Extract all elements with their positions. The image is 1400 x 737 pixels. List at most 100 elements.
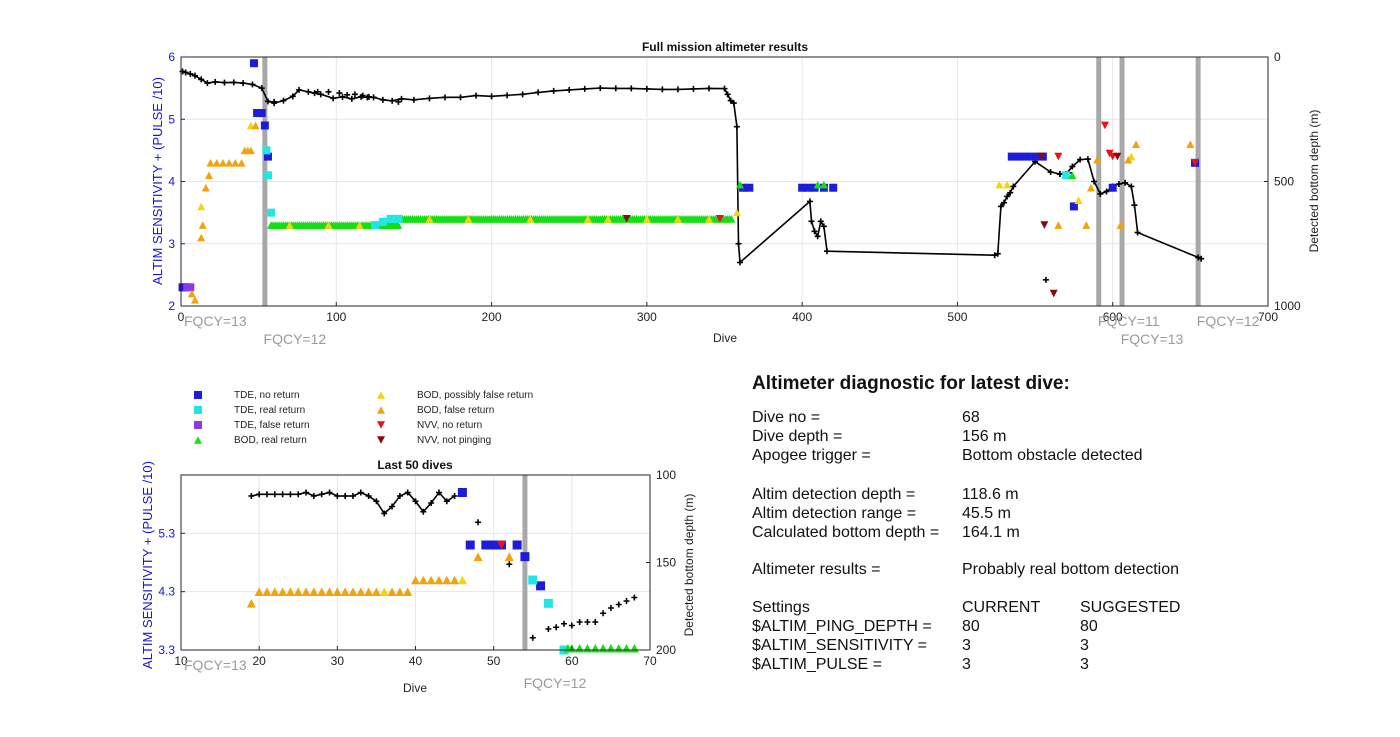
bod-false-marker [1132,140,1141,148]
depth-marker [311,90,318,97]
depth-marker [1128,183,1135,190]
bod-false-marker [418,575,428,585]
diagnostic-title: Altimeter diagnostic for latest dive: [752,373,1070,394]
bod-false-marker [371,587,381,596]
bod-false-marker [395,587,405,596]
tde-no-return-marker [804,183,813,192]
bod-possibly-false-marker [604,215,613,223]
bottom-chart-y2label: Detected bottom depth (m) [682,494,696,637]
legend-item-nvv-no-return: NVV, no return [377,420,482,431]
x-tick-label: 0 [178,310,185,324]
legend-nvv-not-pinging-marker [377,436,385,444]
depth-marker [398,95,405,102]
depth-marker [597,85,604,92]
tde-no-return-marker [1007,152,1016,161]
depth-marker [314,88,321,95]
depth-marker [735,240,742,247]
y-tick-label: 4 [168,175,175,189]
depth-marker [348,95,355,102]
depth-marker [1134,229,1141,236]
depth-marker [1097,190,1104,197]
depth-marker [271,98,278,105]
diag-value-apogee: Bottom obstacle detected [962,447,1143,464]
depth-marker [326,489,333,496]
depth-marker [488,93,495,100]
x-tick-label: 700 [1258,310,1278,324]
depth-marker [296,86,303,93]
tde-no-return-marker [257,109,266,118]
bod-real-return-marker [1068,171,1077,180]
diag-label-detection-range: Altim detection range = [752,505,916,522]
depth-marker [204,80,211,87]
depth-marker [451,493,458,499]
tde-no-return-marker [489,540,499,550]
bod-possibly-false-marker [673,215,682,223]
depth-marker [279,491,286,498]
depth-marker [357,489,364,496]
tde-false-return-marker [186,283,195,292]
depth-marker [263,491,270,498]
tde-real-return-marker [378,217,387,226]
bod-false-marker [1186,140,1195,148]
bod-false-marker [301,587,311,596]
tde-real-return-marker [267,208,276,217]
depth-marker [811,228,818,235]
legend-item-tde-false-return: TDE, false return [194,420,310,431]
bod-false-marker [231,159,240,167]
bod-false-marker [251,121,260,130]
diag-value-dive-no: 68 [962,409,980,426]
depth-marker [271,491,278,498]
y2-tick-label: 200 [656,643,676,657]
depth-marker [336,90,343,97]
depth-marker [568,622,575,629]
depth-marker [395,98,402,105]
tde-real-return-marker [394,214,403,223]
bod-false-marker [254,587,264,596]
bod-false-marker [450,575,460,585]
depth-marker [1091,178,1098,185]
legend-item-bod-real-return: BOD, real return [194,435,307,446]
depth-marker [1056,171,1063,178]
y2-tick-label: 150 [656,556,676,570]
bod-false-marker [325,587,335,596]
depth-marker [310,493,317,499]
top-chart-y2label: Detected bottom depth (m) [1307,110,1321,253]
diag-label-bottom-depth: Calculated bottom depth = [752,524,939,541]
nvv-not-pinging-marker [1037,152,1046,161]
depth-marker [1198,255,1205,262]
bod-false-marker [278,587,288,596]
setting-current-sensitivity: 3 [962,637,971,654]
bod-real-return-marker [813,180,822,189]
depth-marker [240,80,247,87]
depth-marker [305,88,312,95]
depth-marker [280,97,287,104]
fqcy-label: FQCY=13 [184,657,247,673]
fqcy-label: FQCY=13 [1121,331,1184,347]
x-tick-label: 60 [565,654,579,668]
x-tick-label: 70 [643,654,657,668]
depth-marker [519,91,526,98]
depth-marker [1122,179,1129,186]
legend-item-tde-real-return: TDE, real return [194,405,305,416]
tde-real-return-marker [528,575,538,585]
depth-marker [212,78,219,85]
bod-false-marker [387,587,397,596]
depth-marker [529,634,536,641]
x-tick-label: 300 [637,310,657,324]
depth-marker [623,598,630,604]
depth-marker [643,85,650,92]
depth-marker [365,93,372,100]
tde-no-return-marker [536,581,546,591]
settings-header-label: Settings [752,599,810,616]
depth-marker [1103,188,1110,195]
depth-marker [631,594,638,601]
depth-marker [339,93,346,100]
x-tick-label: 200 [482,310,502,324]
legend-label: BOD, real return [234,435,307,446]
last-50-dives-chart: 10 20 30 40 50 60 70 3.3 4.3 5.3 100 150 200 FQCY=13 F… [140,458,696,695]
tde-no-return-marker [457,488,467,497]
depth-marker [561,620,568,627]
legend-bod-possibly-false-marker [377,391,385,399]
bod-false-marker [504,552,514,561]
